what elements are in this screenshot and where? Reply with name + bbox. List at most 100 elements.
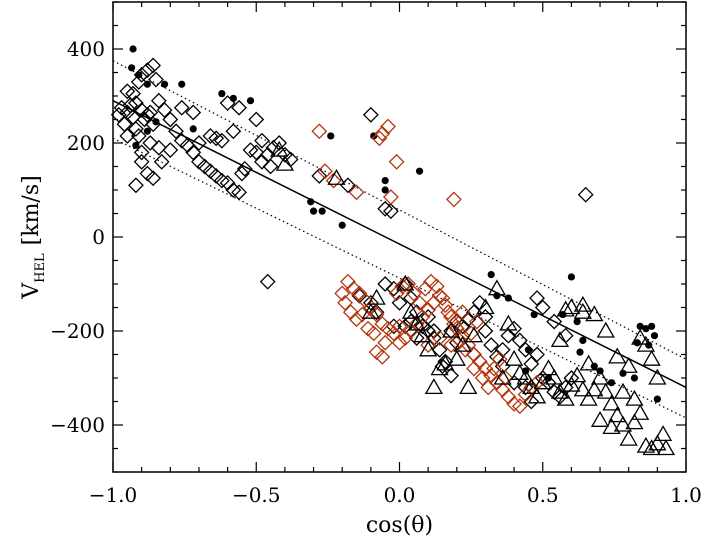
data-point-triangle xyxy=(275,154,295,171)
data-point-diamond xyxy=(168,123,184,140)
x-tick-label: 0.0 xyxy=(384,483,416,507)
data-point-diamond xyxy=(420,308,437,325)
data-point-diamond-red xyxy=(428,278,445,295)
data-point-diamond-red xyxy=(388,153,405,170)
data-point-diamond xyxy=(225,123,242,140)
data-point-dot xyxy=(648,322,656,330)
data-point-diamond xyxy=(577,186,594,203)
data-point-triangle xyxy=(631,403,650,420)
data-point-diamond xyxy=(202,163,219,180)
data-point-diamond xyxy=(546,313,563,330)
data-point-dot xyxy=(143,127,151,135)
data-point-diamond-red xyxy=(377,334,394,351)
data-point-diamond xyxy=(153,153,170,170)
data-point-triangle xyxy=(436,354,455,371)
data-point-diamond-red xyxy=(420,337,437,354)
data-point-diamond xyxy=(185,144,202,161)
data-point-diamond xyxy=(425,330,442,346)
data-point-diamond-red xyxy=(360,320,376,337)
data-point-dot xyxy=(381,186,389,194)
data-point-diamond-red xyxy=(357,292,374,309)
data-point-diamond-red xyxy=(506,395,523,412)
data-point-diamond xyxy=(506,320,523,337)
data-point-diamond-red xyxy=(362,299,379,316)
data-point-dot xyxy=(579,336,587,344)
data-point-diamond xyxy=(391,294,408,311)
data-point-diamond xyxy=(128,177,144,194)
data-point-triangle xyxy=(327,168,346,185)
data-point-diamond xyxy=(248,111,265,128)
data-point-diamond-red xyxy=(494,381,511,398)
data-point-diamond xyxy=(133,66,150,83)
data-point-diamond-red xyxy=(311,123,328,140)
data-point-diamond xyxy=(125,85,141,102)
data-point-triangle xyxy=(596,382,615,399)
data-point-diamond-red xyxy=(466,360,482,377)
data-point-diamond-red xyxy=(391,318,408,335)
data-point-diamond-red xyxy=(423,273,439,290)
data-point-triangle xyxy=(619,356,638,373)
data-point-diamond xyxy=(254,153,270,170)
data-point-dot xyxy=(178,80,186,88)
data-marks xyxy=(110,45,676,456)
data-point-diamond xyxy=(362,294,379,311)
data-point-diamond xyxy=(382,203,399,220)
y-tick-label: 200 xyxy=(67,131,105,155)
data-point-diamond xyxy=(150,139,167,156)
data-point-triangle xyxy=(545,368,564,385)
data-point-dot xyxy=(132,141,140,149)
data-point-triangle xyxy=(613,415,633,432)
data-point-triangle xyxy=(562,298,581,315)
data-point-triangle xyxy=(636,436,656,453)
data-point-diamond-red xyxy=(414,308,431,325)
data-point-dot xyxy=(530,310,538,319)
data-point-dot xyxy=(630,374,639,382)
data-point-diamond-red xyxy=(454,304,471,321)
data-point-diamond xyxy=(408,330,425,346)
dispersion-line-1 xyxy=(112,60,687,360)
data-point-dot xyxy=(307,198,315,206)
data-point-dot xyxy=(619,369,627,377)
data-point-triangle xyxy=(648,368,667,385)
data-point-diamond-red xyxy=(348,311,365,328)
data-point-diamond xyxy=(213,172,230,189)
data-point-diamond-red xyxy=(382,189,399,205)
data-point-triangle xyxy=(504,349,524,366)
data-point-diamond-red xyxy=(317,163,333,180)
data-point-dot xyxy=(129,45,137,53)
data-point-triangle xyxy=(608,406,627,423)
data-point-dot xyxy=(573,318,581,326)
data-point-triangle xyxy=(590,410,610,427)
data-point-diamond-red xyxy=(388,285,405,302)
data-point-diamond xyxy=(517,379,534,396)
x-tick-label: −0.5 xyxy=(232,483,281,507)
data-point-diamond-red xyxy=(397,330,414,346)
data-point-diamond xyxy=(213,132,230,149)
data-point-triangle xyxy=(556,300,575,317)
data-point-diamond-red xyxy=(411,294,428,311)
data-point-diamond-red xyxy=(497,370,514,386)
fit-line-0 xyxy=(112,100,687,389)
data-point-diamond-red xyxy=(342,304,359,321)
data-point-triangle xyxy=(579,389,598,406)
data-point-dot xyxy=(650,332,659,340)
data-point-diamond xyxy=(148,71,164,88)
data-point-triangle xyxy=(602,418,621,435)
data-point-triangle xyxy=(579,354,598,371)
data-point-triangle xyxy=(539,359,558,376)
data-point-triangle xyxy=(636,335,656,352)
svg-text:VHEL[km/s]: VHEL [km/s] xyxy=(19,175,48,299)
data-point-diamond xyxy=(139,62,156,79)
data-point-diamond xyxy=(119,83,136,100)
data-point-diamond-red xyxy=(348,184,365,201)
data-point-diamond xyxy=(362,106,379,123)
data-point-diamond xyxy=(534,299,551,316)
data-point-diamond xyxy=(466,304,482,321)
y-axis-title-main: V xyxy=(19,282,44,300)
data-point-diamond-red xyxy=(440,304,457,321)
data-point-triangle xyxy=(487,279,507,296)
data-point-diamond xyxy=(162,142,179,158)
data-point-diamond-red xyxy=(457,341,474,358)
data-point-diamond xyxy=(219,95,236,111)
data-point-diamond-red xyxy=(340,273,356,290)
